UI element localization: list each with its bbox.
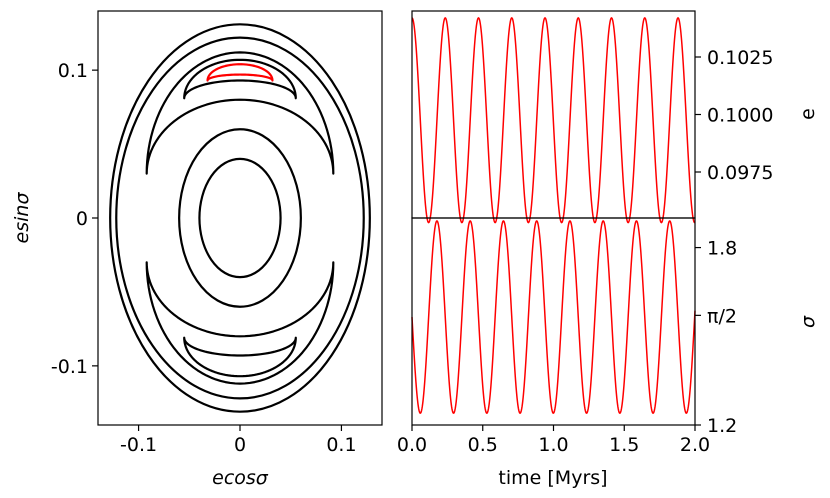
angle-x-label: time [Myrs] <box>498 467 607 489</box>
eccentricity-y-ticks: 0.0975 0.1000 0.1025 <box>695 47 773 184</box>
eccentricity-curves <box>411 17 696 224</box>
eccentricity-series-line <box>411 17 696 224</box>
angle-x-tick-label: 0.0 <box>397 434 427 456</box>
highlighted-orbit-6 <box>206 63 274 82</box>
contour-ellipse-3 <box>198 157 282 279</box>
phase-portrait-x-ticks: -0.1 0 0.1 <box>120 425 357 456</box>
contour-ellipse-1 <box>115 36 365 400</box>
contour-crescent-7 <box>145 261 335 385</box>
phase-portrait-curves <box>109 23 371 413</box>
phase-portrait-y-label: esinσ <box>11 192 33 244</box>
phase-portrait-panel: -0.1 0 0.1 -0.1 0 0.1 ecosσ esinσ <box>11 10 383 489</box>
angle-y-tick-label: 1.8 <box>707 238 737 260</box>
angle-series-line <box>411 220 696 414</box>
angle-x-tick-label: 2.0 <box>680 434 710 456</box>
eccentricity-y-tick-label: 0.0975 <box>707 162 773 184</box>
angle-y-tick-label: 1.2 <box>707 415 737 437</box>
angle-y-ticks: 1.2 π/2 1.8 <box>695 238 737 437</box>
angle-panel: 0.0 0.5 1.0 1.5 2.0 1.2 π/2 1.8 time [Myrs] σ <box>397 220 819 489</box>
phase-portrait-y-ticks: -0.1 0 0.1 <box>51 60 98 378</box>
angle-x-tick-label: 1.5 <box>609 434 639 456</box>
phase-portrait-x-tick-label: 0 <box>234 434 246 456</box>
phase-portrait-x-label: ecosσ <box>212 467 269 489</box>
angle-curves <box>411 220 696 414</box>
phase-portrait-x-tick-label: 0.1 <box>326 434 356 456</box>
contour-ellipse-0 <box>109 23 371 413</box>
contour-ellipse-2 <box>178 128 302 308</box>
phase-portrait-x-tick-label: -0.1 <box>120 434 157 456</box>
eccentricity-panel: 0.0975 0.1000 0.1025 e <box>411 17 819 224</box>
contour-crescent-5 <box>183 58 297 100</box>
angle-x-tick-label: 1.0 <box>538 434 568 456</box>
phase-portrait-frame <box>97 10 383 426</box>
eccentricity-y-tick-label: 0.1000 <box>707 105 773 127</box>
angle-y-label: σ <box>797 315 819 328</box>
phase-portrait-y-tick-label: 0.1 <box>58 60 88 82</box>
contour-crescent-8 <box>183 336 297 378</box>
eccentricity-y-tick-label: 0.1025 <box>707 47 773 69</box>
angle-frame <box>411 217 696 426</box>
contour-crescent-4 <box>145 51 335 175</box>
eccentricity-y-label: e <box>797 108 819 120</box>
angle-y-tick-label: π/2 <box>707 305 737 327</box>
angle-x-ticks: 0.0 0.5 1.0 1.5 2.0 <box>397 425 710 456</box>
phase-portrait-y-tick-label: 0 <box>76 208 88 230</box>
phase-portrait-y-tick-label: -0.1 <box>51 356 88 378</box>
angle-x-tick-label: 0.5 <box>468 434 498 456</box>
